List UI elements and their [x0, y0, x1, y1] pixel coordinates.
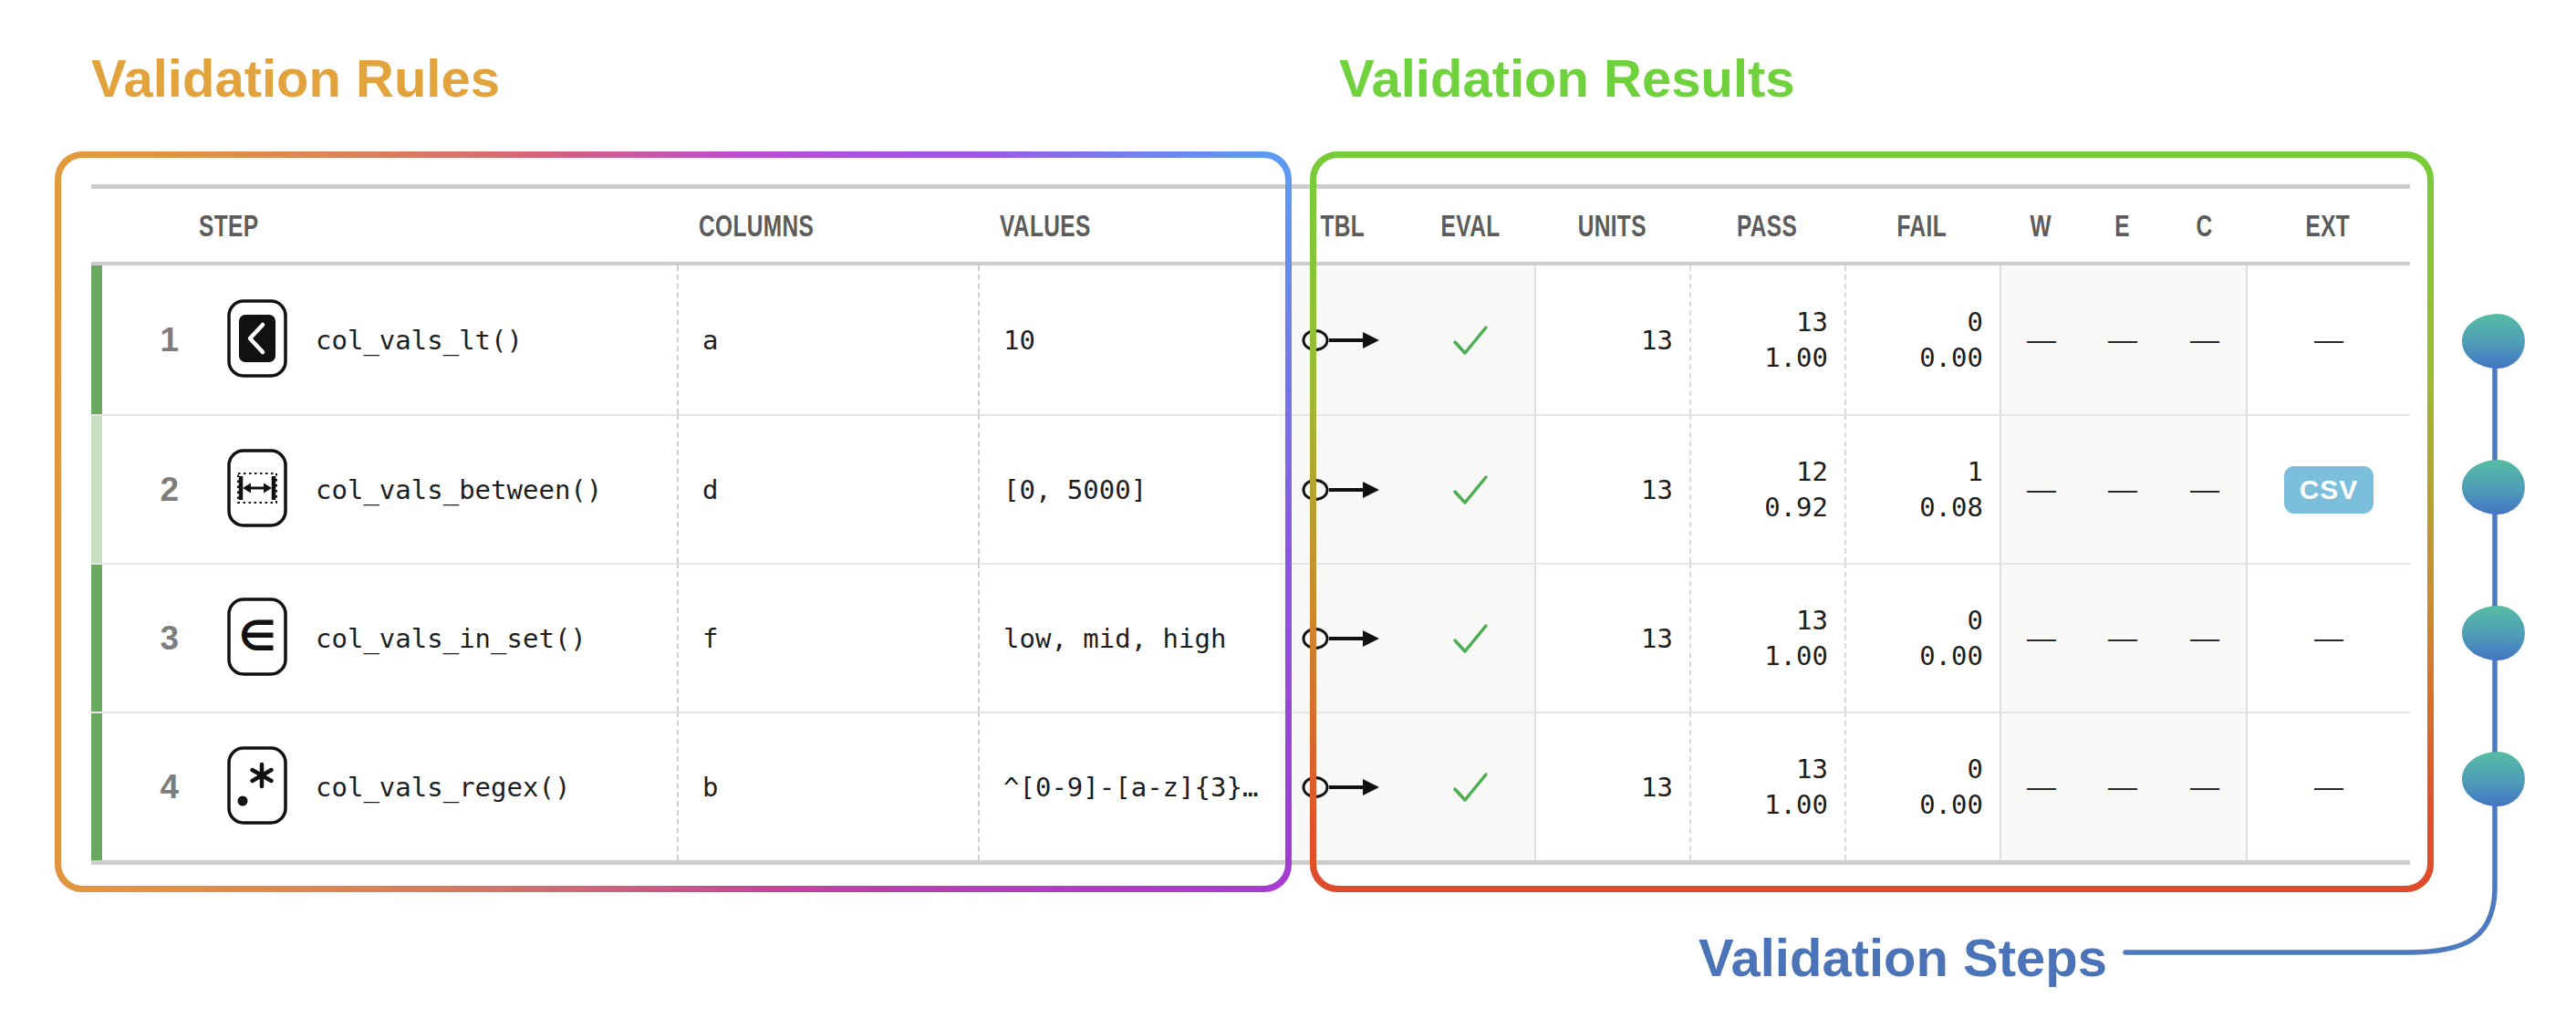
- row-status-strip: [91, 414, 102, 563]
- table-pointer-icon: [1301, 767, 1385, 807]
- between-icon: [227, 449, 287, 531]
- row-status-strip: [91, 712, 102, 860]
- step-number: 2: [102, 414, 203, 563]
- validation-report-table: STEP COLUMNS VALUES TBL EVAL UNITS PASS …: [91, 184, 2410, 865]
- rules-annotation-title: Validation Rules: [91, 47, 500, 109]
- error-cell: —: [2082, 414, 2164, 563]
- step-markers: [2462, 314, 2525, 806]
- pass-cell: 13 1.00: [1689, 265, 1844, 414]
- header-step: STEP: [91, 184, 677, 265]
- function-name: col_vals_regex(): [312, 712, 677, 860]
- step-number: 1: [102, 265, 203, 414]
- header-pass: PASS: [1689, 184, 1844, 265]
- fail-cell: 1 0.08: [1844, 414, 2000, 563]
- header-ext: EXT: [2246, 184, 2410, 265]
- row-status-strip: [91, 563, 102, 712]
- step-number: 3: [102, 563, 203, 712]
- in-set-icon: ∈: [227, 598, 287, 680]
- ext-dash: —: [2314, 770, 2343, 804]
- tbl-cell: [1279, 265, 1407, 414]
- function-name: col_vals_in_set(): [312, 563, 677, 712]
- ext-cell: —: [2246, 563, 2410, 712]
- eval-cell: [1407, 712, 1534, 860]
- header-fail: FAIL: [1844, 184, 2000, 265]
- eval-cell: [1407, 563, 1534, 712]
- tbl-cell: [1279, 414, 1407, 563]
- ext-dash: —: [2314, 323, 2343, 357]
- tbl-cell: [1279, 712, 1407, 860]
- check-icon: [1451, 621, 1490, 656]
- function-name: col_vals_lt(): [312, 265, 677, 414]
- step-marker-4: [2462, 752, 2525, 806]
- steps-annotation-title: Validation Steps: [1615, 927, 2107, 988]
- ext-cell: —: [2246, 265, 2410, 414]
- fail-cell: 0 0.00: [1844, 712, 2000, 860]
- units-value: 13: [1534, 712, 1689, 860]
- columns-value: f: [677, 563, 978, 712]
- warn-cell: —: [2000, 265, 2082, 414]
- function-name: col_vals_between(): [312, 414, 677, 563]
- units-value: 13: [1534, 265, 1689, 414]
- step-marker-1: [2462, 314, 2525, 369]
- values-value: 10: [978, 265, 1279, 414]
- header-eval: EVAL: [1407, 184, 1534, 265]
- tbl-cell: [1279, 563, 1407, 712]
- units-value: 13: [1534, 563, 1689, 712]
- header-w: W: [2000, 184, 2082, 265]
- regex-icon: [227, 746, 287, 828]
- table-pointer-icon: [1301, 618, 1385, 659]
- warn-cell: —: [2000, 712, 2082, 860]
- error-cell: —: [2082, 563, 2164, 712]
- row-status-strip: [91, 265, 102, 414]
- step-marker-3: [2462, 606, 2525, 660]
- ext-dash: —: [2314, 621, 2343, 655]
- pass-cell: 12 0.92: [1689, 414, 1844, 563]
- svg-text:∈: ∈: [238, 611, 275, 660]
- lt-icon: [227, 299, 287, 381]
- fail-cell: 0 0.00: [1844, 563, 2000, 712]
- columns-value: b: [677, 712, 978, 860]
- eval-cell: [1407, 265, 1534, 414]
- units-value: 13: [1534, 414, 1689, 563]
- header-units: UNITS: [1534, 184, 1689, 265]
- values-value: [0, 5000]: [978, 414, 1279, 563]
- table-pointer-icon: [1301, 320, 1385, 360]
- step-icon-cell: ∈: [203, 563, 312, 712]
- ext-cell: CSV: [2246, 414, 2410, 563]
- ext-cell: —: [2246, 712, 2410, 860]
- eval-cell: [1407, 414, 1534, 563]
- table-bottom-border: [91, 860, 2410, 865]
- error-cell: —: [2082, 265, 2164, 414]
- step-marker-2: [2462, 460, 2525, 514]
- check-icon: [1451, 473, 1490, 507]
- critical-cell: —: [2164, 414, 2246, 563]
- header-columns: COLUMNS: [677, 184, 978, 265]
- header-tbl: TBL: [1279, 184, 1407, 265]
- pass-cell: 13 1.00: [1689, 563, 1844, 712]
- header-e: E: [2082, 184, 2164, 265]
- results-annotation-title: Validation Results: [1339, 47, 1795, 109]
- table-pointer-icon: [1301, 470, 1385, 510]
- fail-cell: 0 0.00: [1844, 265, 2000, 414]
- step-icon-cell: [203, 265, 312, 414]
- check-icon: [1451, 770, 1490, 805]
- step-number: 4: [102, 712, 203, 860]
- values-value: ^[0-9]-[a-z]{3}…: [978, 712, 1279, 860]
- warn-cell: —: [2000, 414, 2082, 563]
- values-value: low, mid, high: [978, 563, 1279, 712]
- header-values: VALUES: [978, 184, 1279, 265]
- warn-cell: —: [2000, 563, 2082, 712]
- columns-value: d: [677, 414, 978, 563]
- critical-cell: —: [2164, 712, 2246, 860]
- error-cell: —: [2082, 712, 2164, 860]
- step-icon-cell: [203, 414, 312, 563]
- columns-value: a: [677, 265, 978, 414]
- critical-cell: —: [2164, 563, 2246, 712]
- step-icon-cell: [203, 712, 312, 860]
- critical-cell: —: [2164, 265, 2246, 414]
- header-c: C: [2164, 184, 2246, 265]
- csv-export-badge[interactable]: CSV: [2284, 466, 2374, 514]
- pass-cell: 13 1.00: [1689, 712, 1844, 860]
- check-icon: [1451, 323, 1490, 358]
